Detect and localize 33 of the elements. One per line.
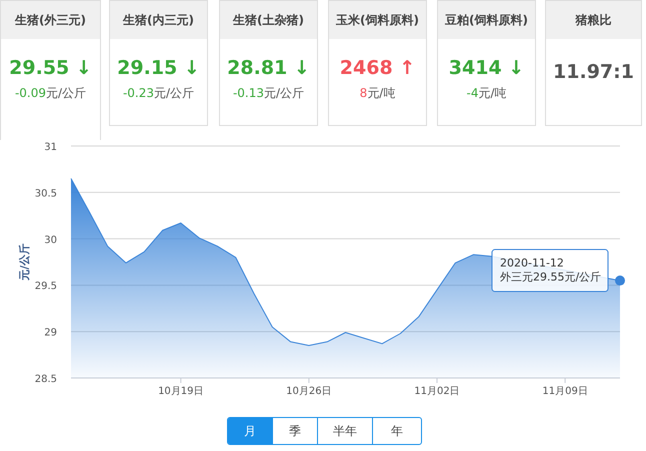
text: 生猪(土杂猪) — [220, 1, 317, 39]
y-tick-label: 29 — [44, 328, 57, 339]
text: 豆粕(饲料原料) — [438, 1, 535, 39]
text: 年 — [372, 418, 421, 444]
text: 半年 — [317, 418, 372, 444]
text: 29.15 ↓ — [116, 57, 201, 79]
x-tick-label: 10月26日 — [286, 386, 332, 397]
y-tick-label: 30.5 — [34, 188, 57, 200]
y-tick-label: 31 — [44, 142, 57, 153]
text: 季 — [272, 418, 317, 444]
text: 28.81 ↓ — [226, 57, 311, 79]
y-tick-label: 30 — [44, 234, 57, 246]
x-tick-label: 10月19日 — [158, 386, 204, 397]
text: -4元/吨 — [465, 85, 508, 102]
text: 3414 ↓ — [448, 57, 526, 79]
text: 生猪(内三元) — [110, 1, 207, 39]
text: 月 — [228, 418, 272, 444]
y-tick-label: 29.5 — [34, 281, 57, 292]
text: 玉米(饲料原料) — [329, 1, 426, 39]
text: -0.23元/公斤 — [122, 85, 196, 102]
text: 8元/吨 — [358, 85, 396, 102]
text: -0.09元/公斤 — [14, 85, 88, 102]
text: 生猪(外三元) — [1, 1, 100, 39]
text: 29.55 ↓ — [8, 57, 93, 79]
y-tick-label: 28.5 — [34, 374, 57, 385]
annotation: 2020-11-12 外三元29.55元/公斤 — [500, 256, 602, 284]
text: 11.97:1 — [552, 61, 635, 83]
y-axis-title: 元/公斤 — [18, 243, 31, 282]
text: -0.13元/公斤 — [232, 85, 306, 102]
text: 猪粮比 — [546, 1, 641, 39]
x-tick-label: 11月02日 — [414, 386, 460, 397]
x-tick-label: 11月09日 — [542, 386, 588, 397]
text: 2468 ↑ — [338, 57, 416, 79]
